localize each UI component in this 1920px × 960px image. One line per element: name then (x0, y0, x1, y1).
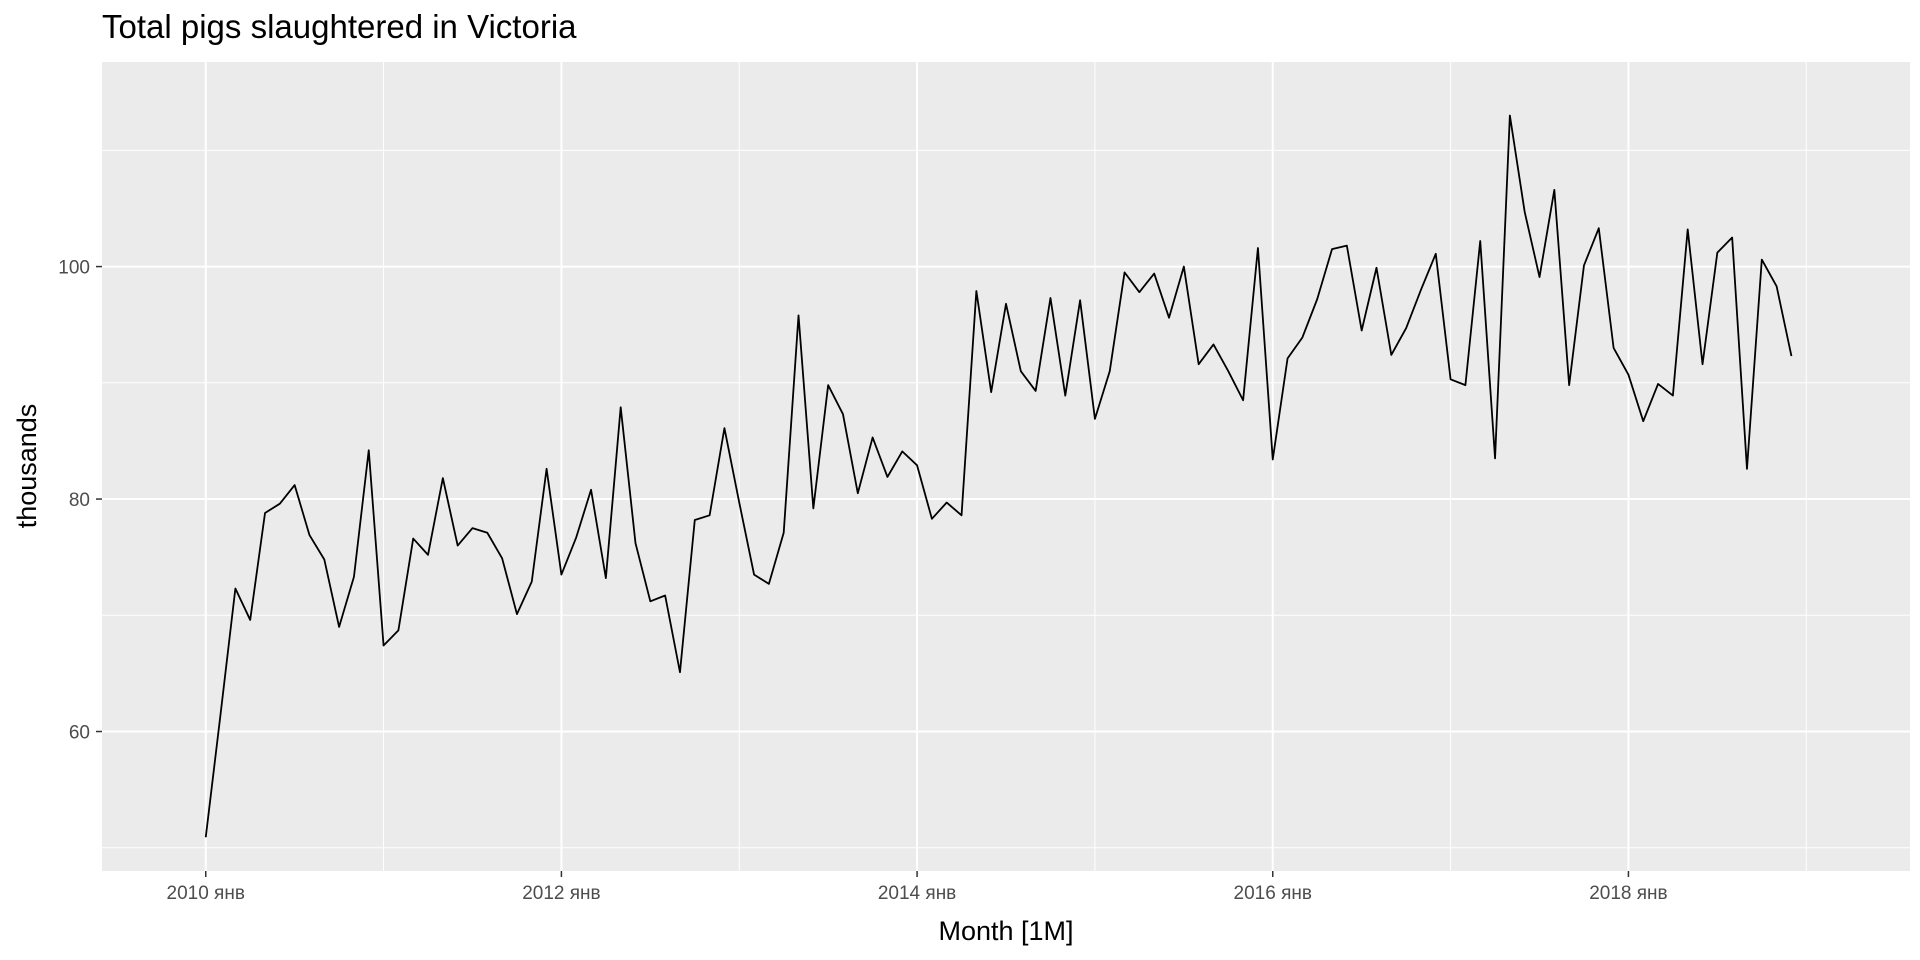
x-axis-title: Month [1M] (938, 916, 1073, 946)
y-tick-label: 60 (69, 723, 90, 744)
y-tick-label: 100 (58, 258, 90, 279)
y-axis: 60 80 100 (58, 258, 102, 744)
x-tick-label: 2018 янв (1589, 883, 1667, 904)
grid-minor (102, 62, 1910, 871)
x-tick-label: 2016 янв (1234, 883, 1312, 904)
x-tick-label: 2014 янв (878, 883, 956, 904)
y-tick-label: 80 (69, 490, 90, 511)
x-tick-label: 2012 янв (522, 883, 600, 904)
x-axis: 2010 янв 2012 янв 2014 янв 2016 янв 2018 янв (167, 871, 1668, 904)
y-axis-title: thousands (12, 404, 42, 529)
plot-panel (102, 62, 1910, 871)
series-line (204, 114, 1793, 838)
x-tick-label: 2010 янв (167, 883, 245, 904)
chart-title: Total pigs slaughtered in Victoria (102, 8, 577, 45)
